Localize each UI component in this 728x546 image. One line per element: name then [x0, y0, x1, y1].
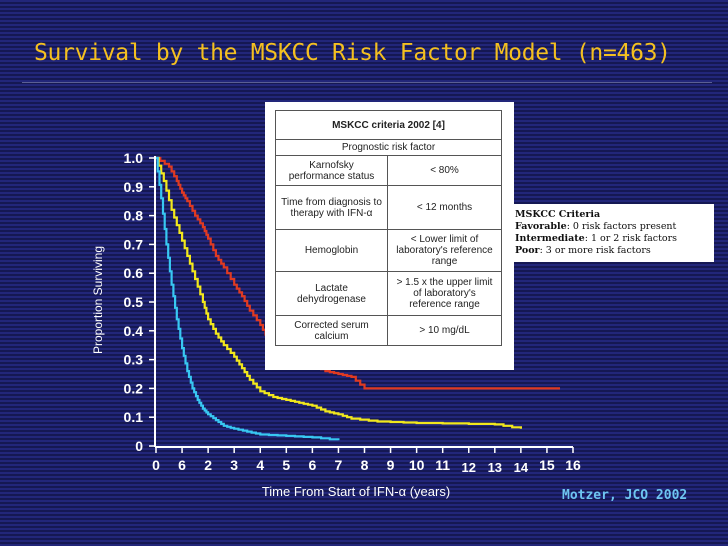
legend-heading: MSKCC Criteria: [515, 209, 601, 220]
x-tick-label: 10: [409, 457, 425, 473]
y-tick-label: 0.3: [124, 352, 144, 368]
x-tick-label: 4: [256, 457, 264, 473]
x-tick-label: 11: [435, 457, 450, 473]
y-tick-label: 0.8: [124, 208, 144, 224]
survival-curve-2: [156, 156, 340, 441]
x-tick-label: 5: [282, 457, 290, 473]
survival-curve-1: [156, 156, 522, 429]
x-axis-label: Time From Start of IFN-α (years): [262, 484, 450, 499]
criteria-table-panel: MSKCC criteria 2002 [4] Prognostic risk …: [265, 102, 514, 370]
tick-labels: 0 0.1 0.2 0.3 0.4 0.5 0.6 0.7 0.8 0.9 1.0 0 6 2 3 4 5 6 7 8…: [124, 150, 581, 475]
x-tick-label: 2: [204, 457, 212, 473]
y-tick-label: 0.7: [124, 236, 144, 252]
risk-factor-threshold: < Lower limit of laboratory's reference …: [387, 229, 502, 272]
risk-factor-name: Karnofsky performance status: [274, 155, 389, 186]
risk-group-legend: MSKCC Criteria Favorable: 0 risk factors…: [510, 204, 714, 262]
legend-entry-intermediate: Intermediate: 1 or 2 risk factors: [515, 233, 678, 244]
criteria-table-subheader: Prognostic risk factor: [275, 139, 502, 156]
risk-factor-name: Hemoglobin: [274, 229, 389, 272]
x-tick-label: 9: [387, 457, 395, 473]
x-tick-label: 14: [514, 460, 529, 475]
risk-factor-threshold: < 80%: [387, 155, 502, 186]
x-tick-label: 15: [539, 457, 555, 473]
y-tick-label: 0.9: [124, 179, 144, 195]
y-tick-label: 0.4: [124, 323, 144, 339]
risk-factor-name: Lactate dehydrogenase: [274, 271, 389, 316]
y-tick-label: 0.5: [124, 294, 144, 310]
risk-factor-threshold: > 10 mg/dL: [387, 315, 502, 346]
x-tick-label: 13: [488, 460, 502, 475]
criteria-table: MSKCC criteria 2002 [4] Prognostic risk …: [274, 110, 502, 346]
y-tick-label: 1.0: [124, 150, 144, 166]
y-axis-label: Proportion Surviving: [91, 246, 105, 354]
x-tick-label: 6: [178, 457, 186, 473]
x-tick-label: 0: [152, 457, 160, 473]
y-tick-label: 0.2: [124, 380, 144, 396]
risk-factor-name: Time from diagnosis to therapy with IFN-…: [274, 185, 389, 230]
x-tick-label: 3: [230, 457, 238, 473]
y-tick-label: 0.1: [124, 409, 144, 425]
legend-entry-poor: Poor: 3 or more risk factors: [515, 245, 651, 256]
citation: Motzer, JCO 2002: [562, 488, 688, 503]
x-tick-label: 7: [335, 457, 343, 473]
x-tick-label: 12: [462, 460, 476, 475]
title-divider: [22, 82, 712, 83]
x-tick-label: 16: [565, 457, 581, 473]
chart-axes: [149, 156, 574, 453]
risk-factor-name: Corrected serum calcium: [274, 315, 389, 346]
risk-factor-threshold: < 12 months: [387, 185, 502, 230]
criteria-table-title: MSKCC criteria 2002 [4]: [275, 110, 502, 140]
y-tick-label: 0: [135, 438, 143, 454]
risk-factor-threshold: > 1.5 x the upper limit of laboratory's …: [387, 271, 502, 316]
x-tick-label: 6: [308, 457, 316, 473]
legend-entry-favorable: Favorable: 0 risk factors present: [515, 221, 677, 232]
slide-title: Survival by the MSKCC Risk Factor Model …: [34, 40, 671, 66]
x-tick-label: 8: [361, 457, 369, 473]
y-tick-label: 0.6: [124, 265, 144, 281]
